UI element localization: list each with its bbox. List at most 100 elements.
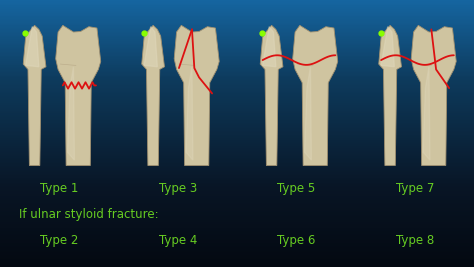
Bar (0, 0, 474, 1)
Bar (0, 192, 474, 194)
Bar (0, 166, 474, 167)
Bar (0, 154, 474, 155)
Bar (0, 112, 474, 113)
Bar (0, 119, 474, 120)
Bar (0, 158, 474, 159)
Bar (0, 39, 474, 40)
Text: Type 3: Type 3 (159, 182, 197, 195)
Bar (0, 113, 474, 115)
Bar (0, 148, 474, 150)
Bar (0, 228, 474, 230)
Polygon shape (381, 27, 394, 67)
Bar (0, 92, 474, 93)
Bar (0, 200, 474, 202)
Text: If ulnar styloid fracture:: If ulnar styloid fracture: (19, 209, 159, 221)
Bar (0, 152, 474, 154)
Bar (0, 89, 474, 91)
Bar (0, 232, 474, 234)
Bar (0, 174, 474, 175)
Bar (0, 117, 474, 119)
Bar (0, 31, 474, 32)
Bar (0, 125, 474, 127)
Bar (0, 55, 474, 56)
Bar (0, 116, 474, 117)
Bar (0, 188, 474, 190)
Bar (0, 244, 474, 246)
Bar (0, 13, 474, 15)
Bar (0, 107, 474, 108)
Bar (0, 144, 474, 146)
Bar (0, 40, 474, 41)
Bar (0, 27, 474, 28)
Bar (0, 115, 474, 116)
Bar (0, 73, 474, 75)
Bar (0, 56, 474, 57)
Bar (0, 59, 474, 60)
Bar (0, 1, 474, 3)
Bar (0, 57, 474, 59)
Bar (0, 236, 474, 238)
Bar (0, 48, 474, 49)
Bar (0, 230, 474, 231)
Bar (0, 235, 474, 236)
Bar (0, 138, 474, 139)
Bar (0, 210, 474, 211)
Bar (0, 238, 474, 239)
Bar (0, 164, 474, 166)
Bar (0, 266, 474, 267)
Bar (0, 139, 474, 140)
Bar (0, 103, 474, 104)
Bar (0, 132, 474, 134)
Bar (0, 44, 474, 45)
Bar (0, 178, 474, 179)
Bar (0, 11, 474, 12)
Bar (0, 67, 474, 68)
Bar (0, 88, 474, 89)
Polygon shape (23, 25, 46, 166)
Bar (0, 47, 474, 48)
Bar (0, 93, 474, 95)
Bar (0, 203, 474, 204)
Bar (0, 4, 474, 5)
Polygon shape (26, 27, 39, 67)
Bar (0, 226, 474, 227)
Bar (0, 75, 474, 76)
Bar (0, 84, 474, 85)
Bar (0, 243, 474, 244)
Bar (0, 186, 474, 187)
Bar (0, 77, 474, 79)
Bar (0, 263, 474, 264)
Bar (0, 121, 474, 123)
Bar (0, 260, 474, 262)
Bar (0, 127, 474, 128)
Polygon shape (260, 25, 283, 166)
Bar (0, 240, 474, 242)
Bar (0, 256, 474, 258)
Bar (0, 184, 474, 186)
Bar (0, 37, 474, 39)
Bar (0, 97, 474, 99)
Bar (0, 204, 474, 206)
Bar (0, 190, 474, 191)
Bar (0, 96, 474, 97)
Bar (0, 242, 474, 243)
Bar (0, 41, 474, 43)
Bar (0, 247, 474, 248)
Bar (0, 255, 474, 256)
Bar (0, 36, 474, 37)
Bar (0, 24, 474, 25)
Bar (0, 63, 474, 64)
Text: Type 5: Type 5 (277, 182, 315, 195)
Bar (0, 167, 474, 168)
Bar (0, 52, 474, 53)
Bar (0, 194, 474, 195)
Bar (0, 136, 474, 138)
Bar (0, 79, 474, 80)
Text: Type 1: Type 1 (40, 182, 78, 195)
Polygon shape (144, 27, 157, 67)
Bar (0, 259, 474, 260)
Bar (0, 180, 474, 182)
Bar (0, 206, 474, 207)
Bar (0, 196, 474, 198)
Polygon shape (142, 25, 164, 166)
